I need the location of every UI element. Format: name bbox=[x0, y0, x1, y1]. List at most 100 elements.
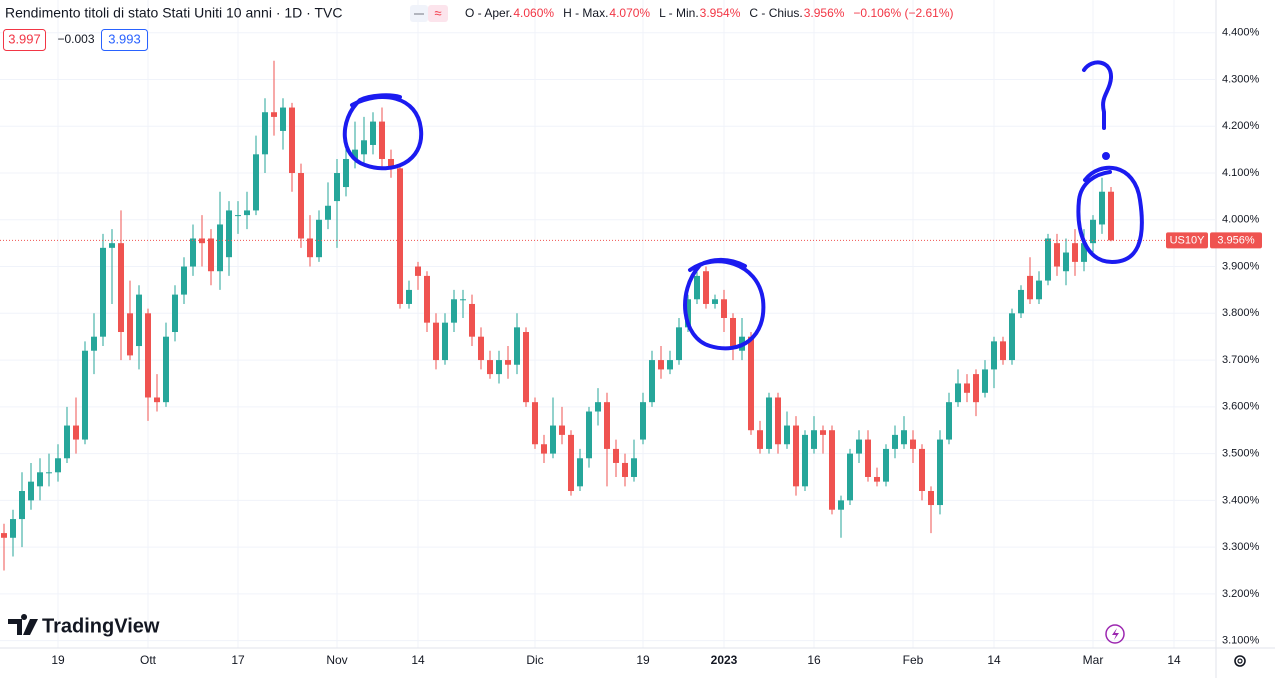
candle-body bbox=[1009, 313, 1015, 361]
sell-box[interactable] bbox=[3, 29, 46, 51]
candle-body bbox=[802, 434, 808, 487]
candle-body bbox=[28, 481, 34, 501]
candle-body bbox=[163, 336, 169, 403]
candle-body bbox=[487, 360, 493, 375]
chart-title: Rendimento titoli di stato Stati Uniti 1… bbox=[5, 5, 342, 21]
candle-body bbox=[676, 327, 682, 361]
candle-body bbox=[154, 397, 160, 403]
candle-body bbox=[352, 149, 358, 159]
candle-body bbox=[442, 322, 448, 361]
candle-body bbox=[1108, 191, 1114, 241]
y-tick-label: 3.800% bbox=[1222, 307, 1260, 319]
gear bbox=[1234, 655, 1246, 667]
candle-body bbox=[64, 425, 70, 459]
candle-body bbox=[640, 402, 646, 440]
candle-body bbox=[901, 430, 907, 445]
y-tick-label: 3.700% bbox=[1222, 354, 1260, 366]
candle-body bbox=[541, 444, 547, 454]
candle-body bbox=[505, 360, 511, 365]
candle-body bbox=[667, 360, 673, 370]
y-tick-label: 4.300% bbox=[1222, 73, 1260, 85]
candle-body bbox=[334, 173, 340, 202]
candle-body bbox=[982, 369, 988, 393]
legend-label: H - Max. bbox=[563, 6, 608, 20]
x-tick-label: Feb bbox=[903, 653, 924, 667]
question-dot bbox=[1102, 152, 1110, 160]
candle-body bbox=[856, 439, 862, 454]
candle-body bbox=[757, 430, 763, 449]
x-tick-label: 19 bbox=[636, 653, 650, 667]
legend-value: 4.060% bbox=[513, 6, 554, 20]
candle-body bbox=[271, 112, 277, 117]
buy-price: 3.993 bbox=[108, 31, 141, 46]
y-tick-label: 3.200% bbox=[1222, 588, 1260, 600]
candle-body bbox=[316, 219, 322, 258]
candle-body bbox=[514, 327, 520, 365]
candle-body bbox=[1099, 191, 1105, 225]
candle-body bbox=[937, 439, 943, 506]
candle-body bbox=[55, 458, 61, 473]
candle-body bbox=[1072, 243, 1078, 262]
candle-body bbox=[190, 238, 196, 267]
x-tick-label: 17 bbox=[231, 653, 245, 667]
price-tag bbox=[1210, 232, 1262, 249]
candle-body bbox=[1036, 280, 1042, 300]
candle-body bbox=[208, 238, 214, 272]
candle-body bbox=[379, 121, 385, 159]
y-tick-label: 3.900% bbox=[1222, 260, 1260, 272]
sell-price: 3.997 bbox=[8, 31, 41, 46]
candle-body bbox=[865, 439, 871, 477]
candle-body bbox=[388, 158, 394, 169]
candle-body bbox=[523, 332, 529, 403]
candle-body bbox=[1018, 289, 1024, 314]
y-tick-label: 3.300% bbox=[1222, 541, 1260, 553]
y-tick-label: 3.400% bbox=[1222, 494, 1260, 506]
candle-body bbox=[775, 397, 781, 445]
candle-body bbox=[631, 458, 637, 477]
candle-body bbox=[1081, 243, 1087, 262]
candle-body bbox=[910, 439, 916, 449]
event-icon[interactable] bbox=[1105, 624, 1125, 644]
question-mark bbox=[1082, 60, 1113, 130]
x-tick-label: 2023 bbox=[711, 653, 738, 667]
compare-button[interactable] bbox=[428, 5, 448, 22]
candle-body bbox=[91, 336, 97, 351]
legend-label: C - Chius. bbox=[749, 6, 802, 20]
settings-button[interactable] bbox=[1234, 655, 1246, 667]
candle-body bbox=[82, 350, 88, 440]
candle-body bbox=[595, 402, 601, 412]
legend-label: O - Aper. bbox=[465, 6, 512, 20]
x-tick-label: Dic bbox=[526, 653, 543, 667]
candle-body bbox=[1054, 243, 1060, 267]
legend-label: L - Min. bbox=[659, 6, 699, 20]
candle-body bbox=[298, 173, 304, 239]
candle-body bbox=[568, 434, 574, 492]
candle-body bbox=[478, 336, 484, 361]
candle-body bbox=[838, 500, 844, 510]
candle-body bbox=[829, 430, 835, 510]
candle-body bbox=[280, 107, 286, 131]
candle-body bbox=[127, 313, 133, 356]
candle-body bbox=[406, 289, 412, 304]
buy-box[interactable] bbox=[101, 29, 148, 51]
candle-body bbox=[658, 360, 664, 370]
legend-change: −0.106% (−2.61%) bbox=[853, 6, 953, 20]
candle-body bbox=[847, 453, 853, 501]
candle-body bbox=[244, 210, 250, 216]
candle-body bbox=[712, 299, 718, 304]
hide-icon bbox=[414, 13, 424, 15]
candle-body bbox=[604, 402, 610, 449]
candle-body bbox=[73, 425, 79, 440]
y-tick-label: 4.000% bbox=[1222, 214, 1260, 226]
candle-body bbox=[100, 247, 106, 337]
candle-body bbox=[172, 294, 178, 333]
candle-body bbox=[424, 275, 430, 323]
event-bolt bbox=[1112, 628, 1119, 640]
candle-body bbox=[730, 317, 736, 347]
legend-value: 4.070% bbox=[609, 6, 650, 20]
symbol-tag bbox=[1166, 232, 1208, 249]
annotations bbox=[342, 60, 1144, 351]
candle-body bbox=[361, 140, 367, 155]
